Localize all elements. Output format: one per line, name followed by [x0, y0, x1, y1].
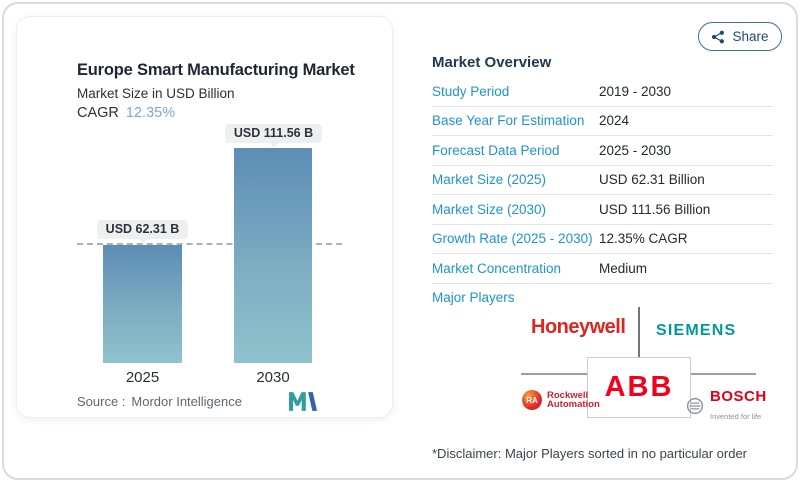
share-button-label: Share: [732, 29, 769, 44]
table-row: Base Year For Estimation 2024: [432, 107, 773, 136]
chart-card: Europe Smart Manufacturing Market Market…: [16, 16, 393, 418]
rockwell-line1: Rockwell: [547, 389, 589, 401]
disclaimer-text: *Disclaimer: Major Players sorted in no …: [432, 446, 748, 461]
row-value: 2019 - 2030: [599, 83, 672, 99]
abb-logo-box: ABB: [587, 357, 691, 418]
table-row: Study Period 2019 - 2030: [432, 77, 773, 107]
cagr-label: CAGR: [77, 105, 119, 121]
overview-table: Study Period 2019 - 2030 Base Year For E…: [432, 77, 773, 284]
x-axis-label-2030: 2030: [256, 369, 290, 386]
cagr-row: CAGR 12.35%: [77, 105, 175, 121]
cagr-value: 12.35%: [125, 105, 176, 121]
source-value: Mordor Intelligence: [131, 394, 242, 409]
siemens-logo: SIEMENS: [656, 322, 737, 339]
players-horizontal-line-right: [690, 373, 756, 375]
row-value: USD 111.56 Billion: [599, 201, 711, 217]
rockwell-line2: Automation: [547, 399, 600, 410]
row-value: Medium: [599, 260, 648, 276]
row-label: Market Size (2030): [432, 201, 547, 217]
rockwell-badge-icon: RA: [522, 390, 542, 410]
table-row: Market Concentration Medium: [432, 254, 773, 284]
source-attribution: Source : Mordor Intelligence: [77, 394, 242, 409]
share-button[interactable]: Share: [698, 22, 782, 51]
table-row: Market Size (2025) USD 62.31 Billion: [432, 166, 773, 195]
bar-value-label-2025: USD 62.31 B: [97, 220, 188, 239]
row-value: 12.35% CAGR: [599, 231, 688, 247]
rockwell-logo-text: Rockwell Automation: [547, 389, 600, 410]
table-row: Forecast Data Period 2025 - 2030: [432, 136, 773, 166]
bar-value-label-2030: USD 111.56 B: [225, 124, 322, 143]
overview-heading: Market Overview: [432, 54, 552, 71]
row-label: Market Size (2025): [432, 172, 547, 188]
bar-2025: [103, 245, 182, 363]
row-label: Base Year For Estimation: [432, 113, 585, 129]
bar-2030: [234, 148, 312, 363]
chart-subtitle: Market Size in USD Billion: [77, 86, 235, 101]
reference-dashed-line: [77, 243, 342, 245]
mordor-intelligence-logo-icon: [289, 392, 317, 411]
chart-title: Europe Smart Manufacturing Market: [77, 61, 355, 79]
players-vertical-divider: [638, 307, 640, 358]
table-row: Market Size (2030) USD 111.56 Billion: [432, 195, 773, 225]
abb-logo: ABB: [604, 371, 674, 403]
source-label: Source :: [77, 394, 126, 409]
row-value: 2025 - 2030: [599, 142, 672, 158]
row-value: USD 62.31 Billion: [599, 172, 705, 188]
bosch-logo-text: BOSCH: [710, 388, 767, 405]
honeywell-logo: Honeywell: [531, 316, 626, 338]
x-axis-label-2025: 2025: [125, 369, 160, 386]
row-label: Market Concentration: [432, 260, 562, 276]
bosch-armature-icon: [686, 397, 704, 415]
players-horizontal-line-left: [521, 373, 588, 375]
major-players-label: Major Players: [432, 290, 515, 305]
bosch-logo: BOSCH Invented for life: [686, 388, 767, 424]
row-value: 2024: [599, 113, 630, 129]
share-icon: [712, 30, 725, 43]
table-row: Growth Rate (2025 - 2030) 12.35% CAGR: [432, 225, 773, 254]
row-label: Study Period: [432, 83, 510, 99]
rockwell-automation-logo: RA Rockwell Automation: [522, 390, 600, 410]
row-label: Growth Rate (2025 - 2030): [432, 231, 593, 247]
bosch-tagline: Invented for life: [710, 412, 762, 421]
row-label: Forecast Data Period: [432, 142, 560, 158]
